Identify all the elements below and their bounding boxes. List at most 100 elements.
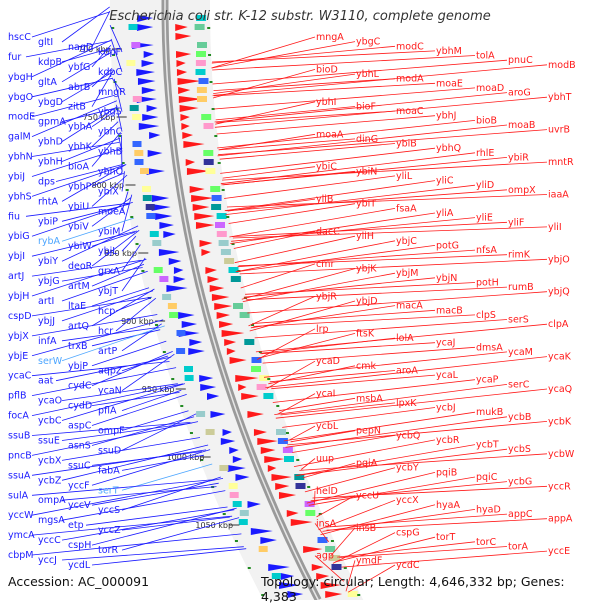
gene-label: torC [476,537,496,548]
gene-label: cbpM [8,550,33,561]
label-connector [216,115,436,135]
reverse-gene-arrow [142,114,159,121]
label-connector [222,161,548,181]
label-connector [314,490,316,504]
cog-block [167,303,177,309]
label-connector [233,231,316,249]
grid-dash [267,378,271,380]
label-connector [318,499,396,531]
forward-gene-arrow [241,393,259,400]
label-connector [259,337,396,354]
gene-label: ybjQ [548,287,570,298]
label-connector [213,78,396,91]
label-connector [225,184,476,215]
gene-label: cspH [68,540,91,551]
label-connector [213,82,436,97]
label-connector [252,309,436,324]
gene-label: yccE [548,546,570,557]
cog-block [145,204,155,210]
label-connector [265,356,548,388]
reverse-gene-arrow [136,24,154,31]
label-connector [61,164,127,202]
cog-block [304,501,315,507]
reverse-gene-arrow [189,339,203,346]
reverse-gene-arrow [163,231,176,238]
label-connector [232,226,548,239]
cog-block [142,195,152,201]
cog-block [132,96,142,102]
gene-label: infA [38,336,57,347]
gene-label: ybgH [8,72,33,83]
gene-label: pqiC [476,472,498,483]
cog-block [271,573,281,579]
forward-gene-arrow [216,312,230,319]
label-connector [215,106,356,121]
label-connector [31,421,199,456]
label-connector [240,263,316,289]
gene-label: ybgC [356,37,381,48]
gene-label: ssuE [38,436,60,447]
gene-label: yliL [396,171,413,182]
label-connector [275,388,548,419]
gene-label: rhlE [476,148,494,159]
gene-label: mngR [98,87,126,98]
gene-label-connectors [25,6,548,593]
label-connector [112,78,123,93]
cog-block [263,393,274,399]
label-connector [115,297,157,332]
gene-label: ycbX [38,455,62,466]
cog-block [230,276,241,282]
label-connector [31,77,113,98]
cog-block [201,114,212,120]
cog-block [134,159,144,165]
label-connector [242,272,396,302]
gene-label: yccZ [98,525,121,536]
gene-label: ycbL [316,421,339,432]
gene-label: fur [8,52,21,63]
label-connector [266,360,316,389]
gene-label: ybjK [356,264,377,275]
gene-label: ymdF [356,555,382,566]
gene-label: fsaA [396,203,417,214]
forward-gene-arrow [183,141,205,148]
gene-label: torT [436,532,455,543]
label-connector [322,509,476,532]
gene-label: yliI [548,222,562,233]
label-connector [326,518,548,531]
gene-label: ycdC [396,560,420,571]
gene-label: modA [396,74,424,85]
cog-block [149,231,159,237]
gene-label: ybhB [98,147,122,158]
gene-label: nfsA [476,245,497,256]
label-connector [91,507,237,546]
reverse-gene-arrow [143,51,155,58]
forward-gene-arrow [195,222,215,229]
forward-gene-arrow [238,384,247,391]
gene-label: ybhT [548,92,572,103]
gene-label: ybgS [98,107,122,118]
cog-block [196,15,207,21]
label-connector [241,268,356,300]
gene-label: moaE [436,78,463,89]
gene-label: yliC [436,176,454,187]
scale-label: 900 kbp [121,317,154,326]
cog-block [244,339,255,345]
grid-dash [130,216,134,218]
label-connector [91,288,155,327]
reverse-gene-arrow [188,348,205,355]
cog-block [211,204,222,210]
gene-label: deoR [68,261,93,272]
label-connector [287,421,548,446]
gene-label: ybiT [356,199,376,210]
cog-block [132,114,142,120]
label-connector [61,107,116,123]
gene-label: cmr [316,259,334,270]
reverse-gene-arrow [136,69,155,76]
label-connector [91,110,116,128]
gene-label: focA [8,411,29,422]
gene-label: yccV [68,500,91,511]
label-connector [31,100,117,137]
gene-label: ybjL [98,246,118,257]
label-connector [91,392,180,406]
